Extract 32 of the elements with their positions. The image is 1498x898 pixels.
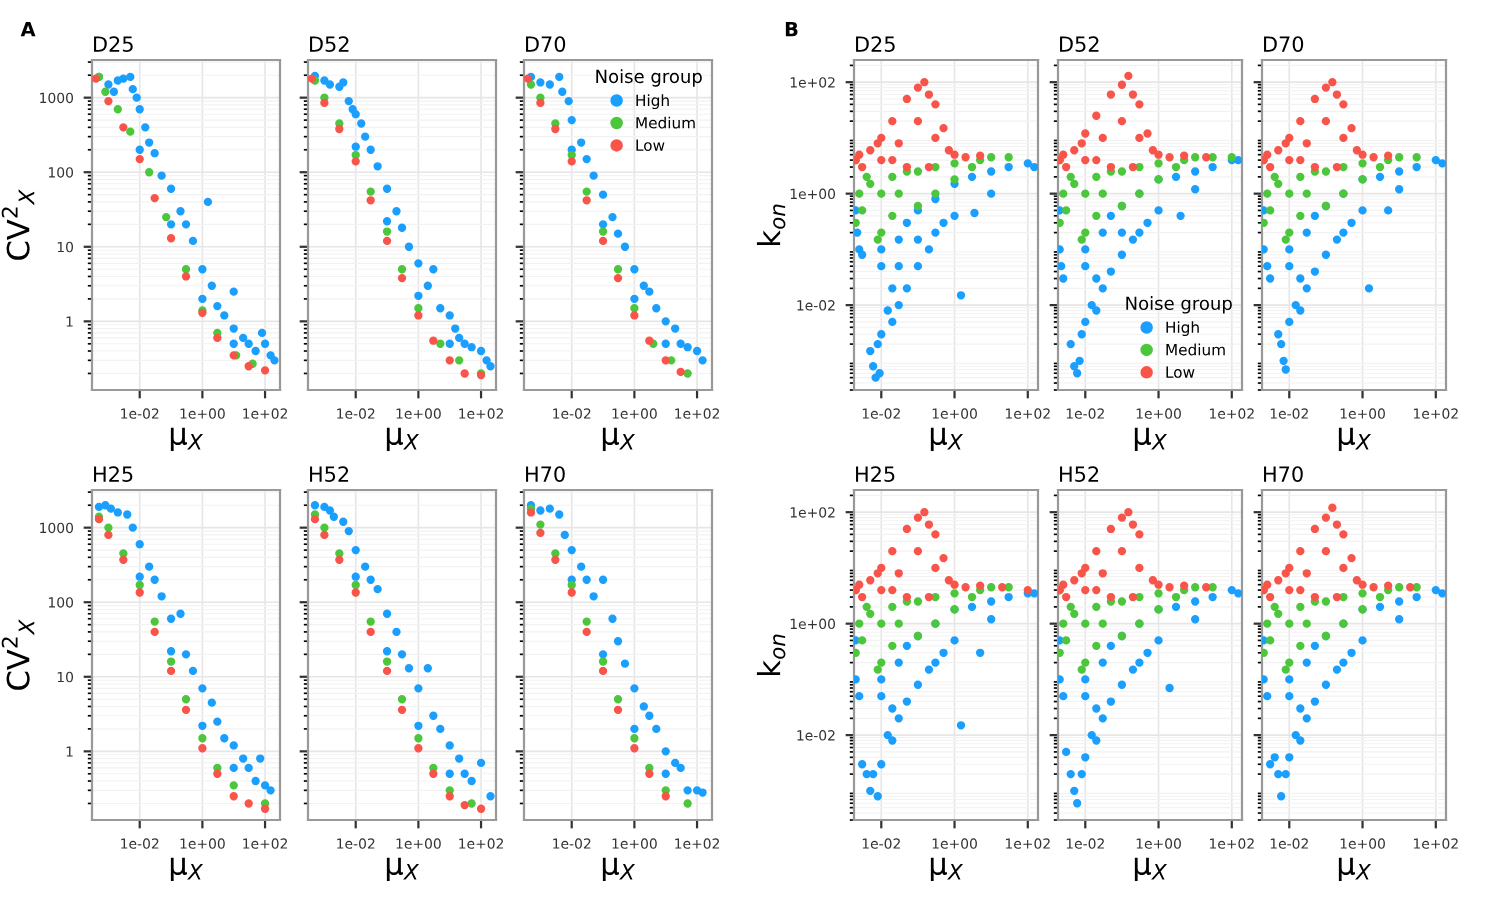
chart-title: D70 <box>1264 36 1304 52</box>
legend-title: Noise group <box>1126 296 1232 314</box>
chart-title: D52 <box>1060 36 1099 52</box>
x-axis-title: μ$_{X}$ <box>1134 857 1168 881</box>
text: B <box>785 21 798 37</box>
x-axis-title: μ$_{X}$ <box>170 857 204 881</box>
chart-title: H52 <box>310 466 349 482</box>
y-axis-title: CV$^{2}$$_{X}$ <box>1 189 35 260</box>
x-axis-title: μ$_{X}$ <box>602 857 636 881</box>
chart-title: H25 <box>94 466 133 482</box>
chart-title: H52 <box>1060 466 1099 482</box>
x-axis-title: μ$_{X}$ <box>1338 857 1372 881</box>
y-axis-title: k$_{on}$ <box>756 634 786 675</box>
chart-title: H70 <box>526 466 565 482</box>
x-axis-title: μ$_{X}$ <box>930 857 964 881</box>
x-axis-title: μ$_{X}$ <box>386 427 420 451</box>
x-axis-title: μ$_{X}$ <box>930 427 964 451</box>
chart-title: D25 <box>856 36 895 52</box>
x-axis-title: μ$_{X}$ <box>602 427 636 451</box>
y-axis-title: k$_{on}$ <box>756 204 786 245</box>
y-axis-title: CV$^{2}$$_{X}$ <box>1 619 35 690</box>
chart-title: D52 <box>310 36 349 52</box>
legend-title: Noise group <box>596 69 702 87</box>
x-axis-title: μ$_{X}$ <box>1134 427 1168 451</box>
x-axis-title: μ$_{X}$ <box>386 857 420 881</box>
x-axis-title: μ$_{X}$ <box>170 427 204 451</box>
chart-title: D70 <box>526 36 566 52</box>
x-axis-title: μ$_{X}$ <box>1338 427 1372 451</box>
chart-title: D25 <box>94 36 133 52</box>
chart-title: H25 <box>856 466 895 482</box>
chart-title: H70 <box>1264 466 1303 482</box>
text: A <box>20 21 36 37</box>
